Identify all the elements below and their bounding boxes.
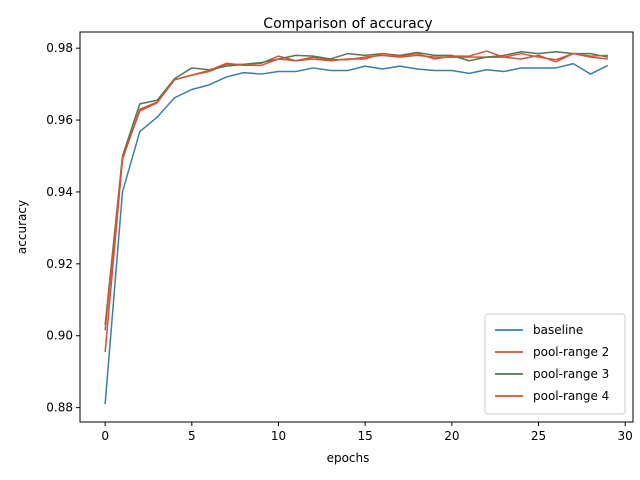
x-axis-ticks: 0 5 10 15 20 25 30 xyxy=(101,422,633,443)
x-tick-label: 30 xyxy=(618,429,633,443)
y-axis-label: accuracy xyxy=(15,200,29,254)
x-tick-label: 5 xyxy=(188,429,196,443)
legend-box xyxy=(484,313,626,415)
x-tick-label: 0 xyxy=(101,429,109,443)
x-tick-label: 25 xyxy=(531,429,546,443)
legend: baseline pool-range 2 pool-range 3 pool-ran… xyxy=(484,313,626,415)
x-axis-label: epochs xyxy=(327,451,370,465)
plot-area-frame xyxy=(79,31,634,423)
series-line-pool-range-2 xyxy=(104,52,608,352)
legend-entry-label: pool-range 2 xyxy=(533,345,609,359)
y-tick-label: 0.88 xyxy=(46,401,73,415)
y-tick-label: 0.94 xyxy=(46,185,73,199)
legend-entry-label: pool-range 3 xyxy=(533,367,609,381)
series-line-baseline xyxy=(104,62,609,405)
x-tick-label: 10 xyxy=(271,429,286,443)
series-line-pool-range-3 xyxy=(104,51,609,326)
y-tick-label: 0.92 xyxy=(46,257,73,271)
chart-title: Comparison of accuracy xyxy=(263,16,432,32)
legend-entry-label: pool-range 4 xyxy=(533,389,609,403)
series-line-pool-range-4 xyxy=(104,50,608,331)
y-tick-label: 0.96 xyxy=(46,113,73,127)
series-layer xyxy=(104,50,609,405)
x-tick-label: 20 xyxy=(444,429,459,443)
x-tick-label: 15 xyxy=(358,429,373,443)
legend-entry-label: baseline xyxy=(533,323,583,337)
y-tick-label: 0.90 xyxy=(46,329,73,343)
y-axis-ticks: 0.88 0.90 0.92 0.94 0.96 0.98 xyxy=(46,41,80,415)
y-tick-label: 0.98 xyxy=(46,41,73,55)
